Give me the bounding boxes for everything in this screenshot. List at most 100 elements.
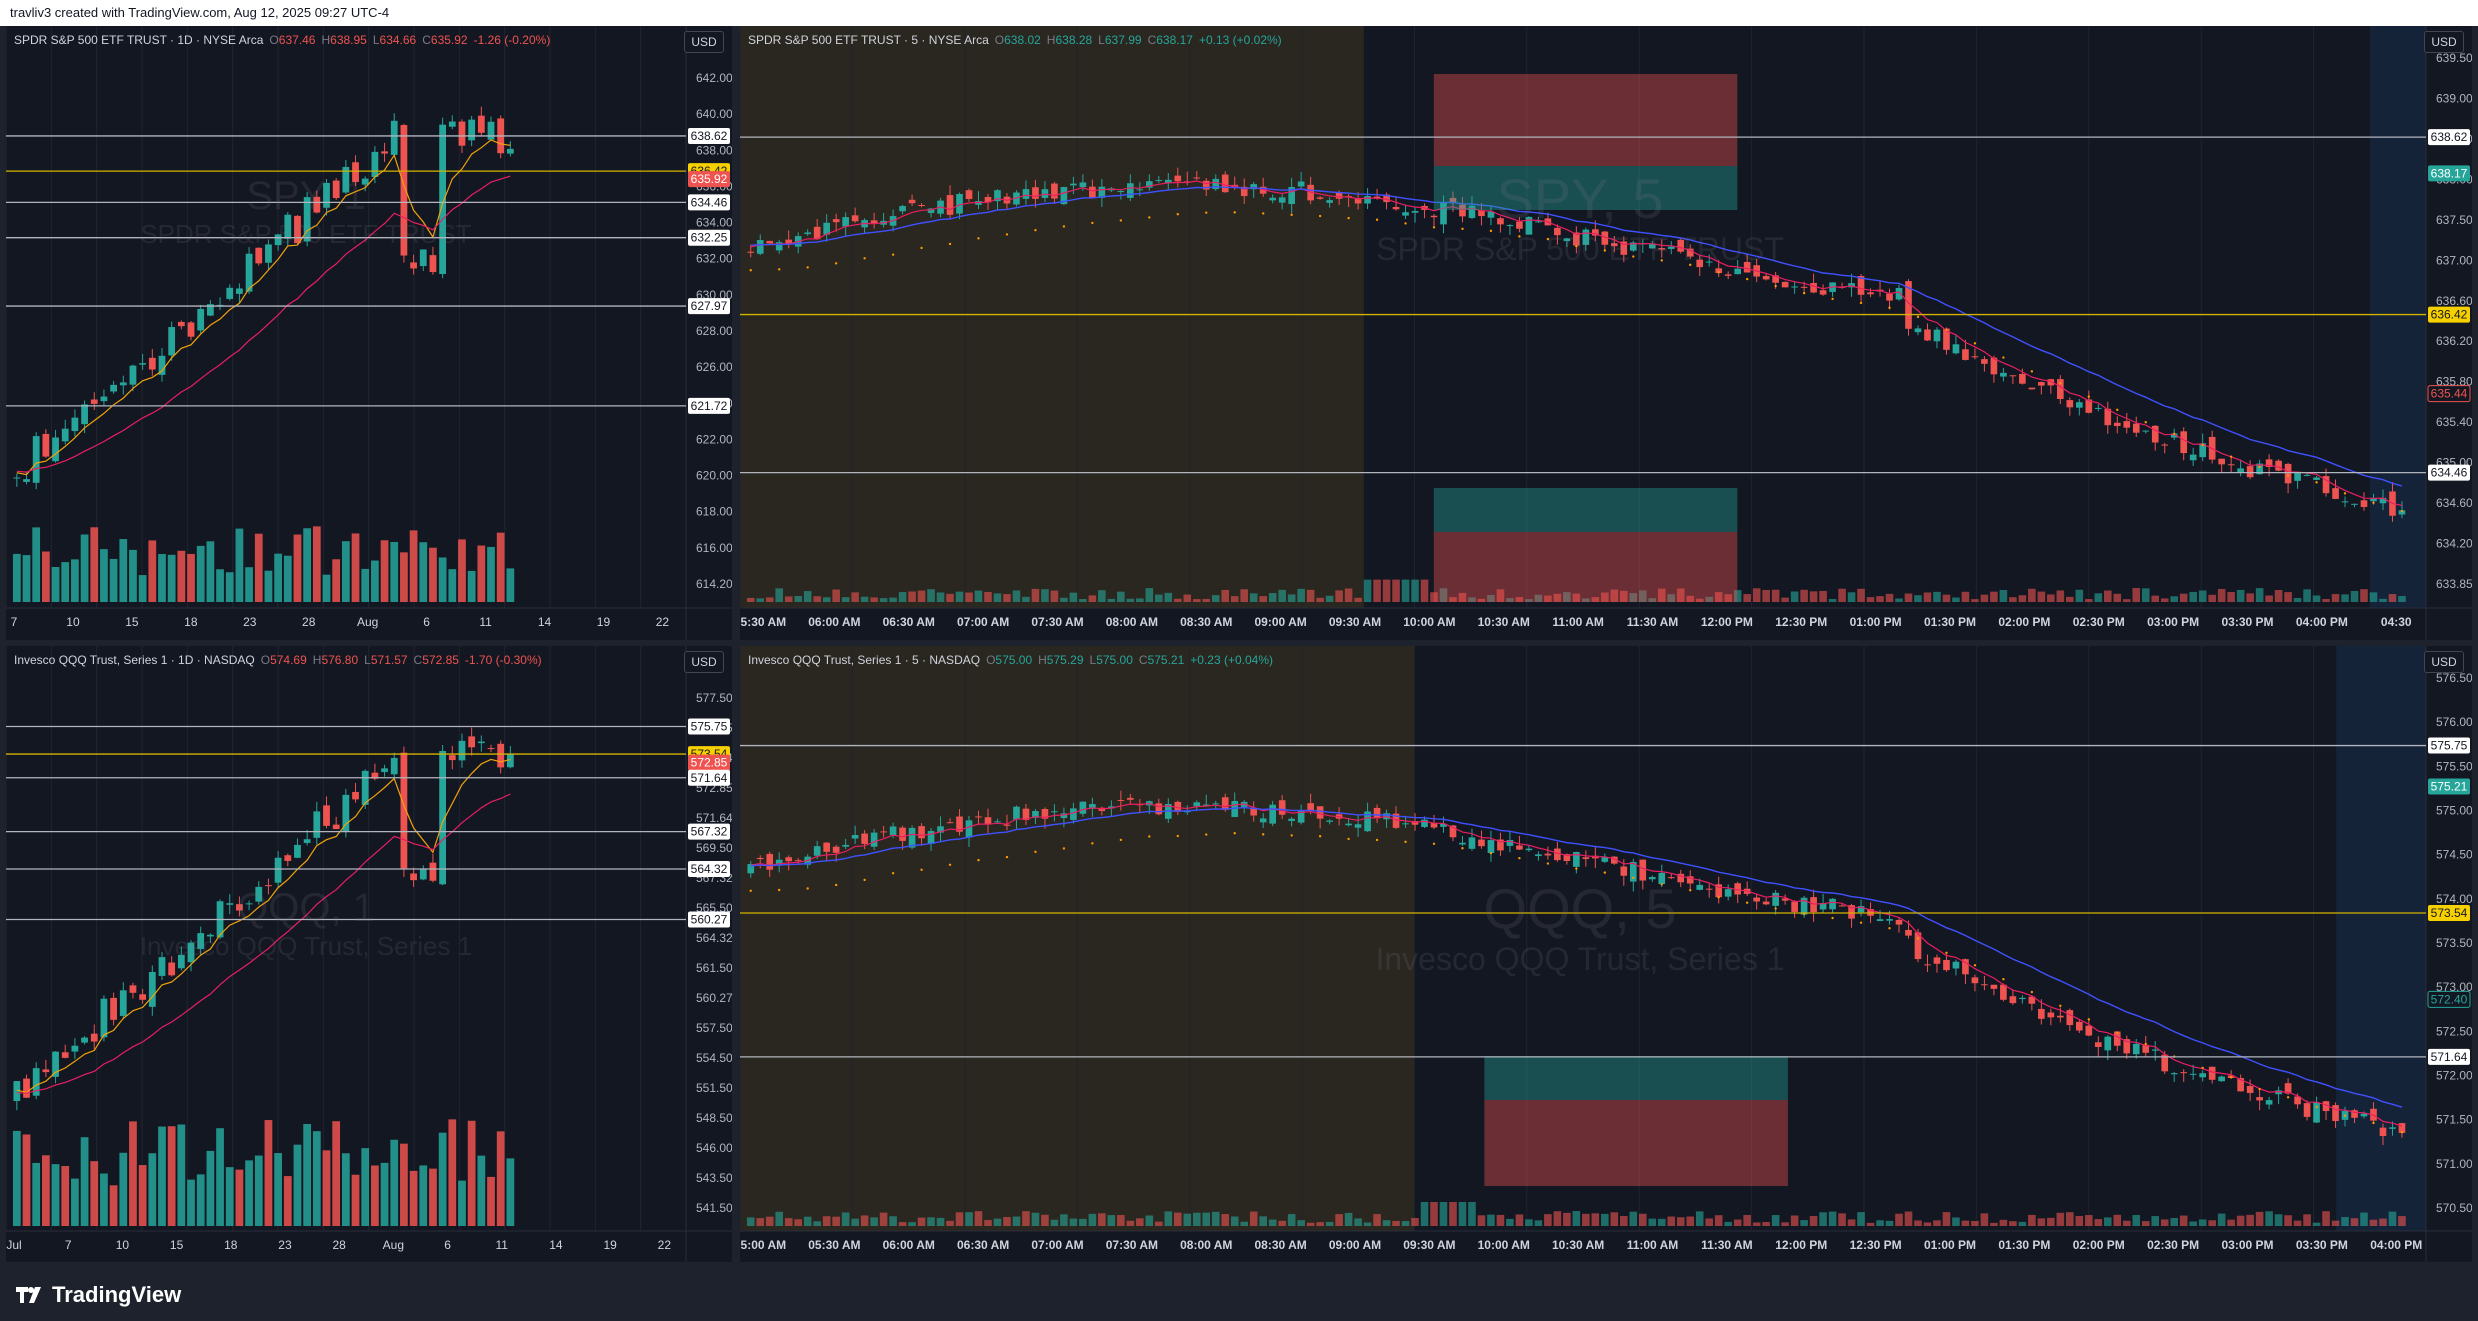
spy-daily-chart-pane[interactable]: SPDR S&P 500 ETF TRUST · 1D · NYSE Arca O… (6, 26, 732, 640)
legend-c-label: C (1147, 33, 1157, 47)
candle-body (419, 868, 427, 880)
candle-body (1800, 897, 1808, 915)
volume-bar (1050, 1219, 1059, 1226)
candle-body (1981, 359, 1988, 364)
volume-bar (1705, 1218, 1714, 1226)
currency-button[interactable]: USD (2424, 651, 2464, 673)
candle-body (1117, 800, 1125, 802)
volume-bar (41, 1155, 50, 1226)
candle-body (477, 741, 485, 744)
volume-bar (322, 1150, 331, 1226)
qqq-5m-chart-pane[interactable]: Invesco QQQ Trust, Series 1 · 5 · NASDAQ… (740, 646, 2472, 1262)
price-tick-label: 548.50 (696, 1111, 732, 1125)
vwap-dot (1290, 834, 1293, 837)
volume-bar (984, 1220, 992, 1226)
volume-bar (1733, 590, 1742, 602)
chart-canvas[interactable]: 576.50576.00575.50575.00574.50574.00573.… (740, 646, 2472, 1262)
candle-body (2389, 1127, 2396, 1129)
candle-body (2360, 500, 2368, 507)
candle-body (2009, 996, 2017, 1004)
candle-body (1117, 190, 1125, 193)
candle-body (381, 151, 388, 154)
volume-bar (196, 545, 205, 602)
candle-body (1127, 797, 1134, 800)
volume-bar (1363, 579, 1372, 602)
candle-body (1686, 248, 1694, 257)
candle-body (458, 121, 466, 146)
candle-body (1127, 183, 1134, 198)
qqq-5m-legend: Invesco QQQ Trust, Series 1 · 5 · NASDAQ… (748, 653, 1273, 667)
volume-bar (1657, 588, 1666, 602)
spy-5m-chart-pane[interactable]: SPDR S&P 500 ETF TRUST · 5 · NYSE Arca O6… (740, 26, 2472, 640)
candle-body (1430, 822, 1438, 828)
candle-body (1772, 892, 1779, 906)
volume-bar (1534, 594, 1543, 602)
volume-bar (784, 596, 793, 602)
candle-body (1392, 206, 1400, 210)
price-tag-bg (2428, 778, 2470, 795)
vwap-dot (1034, 850, 1037, 854)
candle-body (2237, 1078, 2244, 1092)
candle-body (2151, 1049, 2159, 1051)
volume-bar (1107, 598, 1116, 602)
volume-bar (2170, 1217, 2179, 1226)
legend-l: 634.66 (379, 33, 417, 47)
volume-bar (1534, 1220, 1543, 1226)
candle-body (1278, 800, 1286, 815)
time-tick-label: 11:00 AM (1627, 1238, 1679, 1252)
volume-bar (148, 540, 157, 602)
chart-canvas[interactable]: 642.00640.00638.00636.00634.00632.00630.… (6, 26, 732, 640)
candle-body (851, 835, 859, 839)
candle-body (1819, 290, 1827, 295)
vwap-dot (1689, 889, 1692, 892)
volume-bar (351, 533, 360, 602)
qqq-daily-chart-pane[interactable]: Invesco QQQ Trust, Series 1 · 1D · NASDA… (6, 646, 732, 1262)
time-tick-label: 28 (302, 615, 316, 629)
candle-body (90, 1033, 98, 1042)
candle-body (1886, 293, 1893, 301)
chart-canvas[interactable]: 577.50575.75573.54572.85571.64569.50567.… (6, 646, 732, 1262)
price-tag-bg (2428, 1048, 2470, 1065)
time-tick-label: 14 (538, 615, 552, 629)
candle-body (1174, 175, 1182, 182)
currency-button[interactable]: USD (2424, 31, 2464, 53)
legend-title: Invesco QQQ Trust, Series 1 · 5 · NASDAQ (748, 653, 981, 667)
currency-button[interactable]: USD (684, 31, 724, 53)
candle-body (61, 1052, 69, 1058)
chart-canvas[interactable]: 639.50639.00638.50638.00637.50637.00636.… (740, 26, 2472, 640)
volume-bar (803, 1216, 812, 1226)
price-tag-bg (2428, 306, 2470, 323)
candle-body (832, 219, 840, 223)
vwap-dot (1603, 249, 1607, 252)
candle-body (1648, 876, 1656, 880)
candle-body (1070, 183, 1077, 186)
vwap-dot (749, 269, 752, 272)
candle-body (1696, 884, 1704, 890)
vwap-dot (1717, 271, 1720, 274)
candle-body (187, 322, 195, 337)
candle-body (899, 827, 906, 841)
candle-body (110, 384, 117, 392)
volume-bar (1971, 599, 1979, 602)
volume-bar (955, 591, 964, 602)
candle-body (1734, 883, 1742, 895)
candle-body (823, 842, 830, 852)
volume-bar (908, 591, 916, 602)
volume-bar (936, 1217, 945, 1226)
volume-bar (2227, 592, 2235, 602)
currency-button[interactable]: USD (684, 651, 724, 673)
candle-body (1762, 901, 1770, 905)
volume-bar (41, 551, 50, 602)
price-tag-bg (688, 397, 730, 414)
candle-body (352, 791, 359, 800)
legend-l-label: L (364, 653, 371, 667)
legend-c: 638.17 (1156, 33, 1193, 47)
volume-bar (2056, 590, 2065, 602)
candle-body (1895, 919, 1903, 925)
volume-bar (1809, 591, 1818, 602)
candle-body (1876, 919, 1884, 922)
volume-bar (2179, 593, 2188, 602)
price-tick-label: 576.00 (2436, 715, 2472, 729)
candle-body (1421, 819, 1428, 827)
candle-body (2256, 1097, 2263, 1101)
